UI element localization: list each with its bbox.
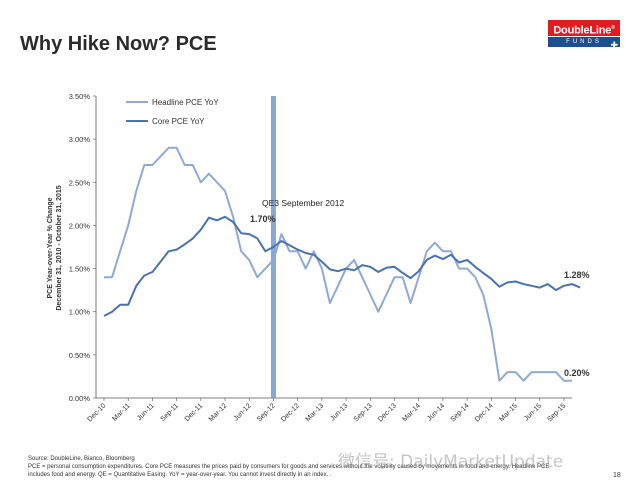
x-tick-label: Mar-13: [305, 402, 326, 423]
y-axis-label-line1: PCE Year-over-Year % Change: [47, 197, 54, 298]
x-tick-label: Jun-11: [136, 402, 156, 422]
x-tick-label: Sep-13: [353, 402, 374, 423]
legend: Headline PCE YoY Core PCE YoY: [126, 98, 219, 126]
core-end-label: 1.28%: [564, 270, 590, 280]
x-tick-label: Sep-14: [450, 402, 471, 423]
headline-pce-line: [104, 146, 572, 382]
x-tick-label: Sep-12: [256, 402, 277, 423]
x-tick-label: Sep-11: [159, 402, 180, 423]
x-tick-label: Jun-15: [523, 402, 543, 422]
footer-source: Source: DoubleLine, Bianco, Bloomberg: [28, 456, 135, 462]
x-tick-label: Jun-12: [233, 402, 253, 422]
y-tick-label: 2.50%: [69, 178, 91, 187]
logo-brand: DoubleLine®: [548, 20, 620, 37]
y-tick-label: 0.50%: [69, 351, 91, 360]
page-title: Why Hike Now? PCE: [20, 33, 217, 55]
logo-brand-text: DoubleLine: [553, 24, 612, 37]
x-tick-label: Dec-11: [184, 402, 205, 423]
y-tick-label: 0.00%: [69, 394, 91, 403]
x-tick-label: Dec-12: [280, 402, 301, 423]
qe3-value-label: 1.70%: [250, 214, 276, 224]
y-tick-label: 3.50%: [69, 92, 91, 101]
y-tick-label: 3.00%: [69, 135, 91, 144]
y-tick-label: 1.00%: [69, 308, 91, 317]
logo-subtitle: FUNDS: [548, 37, 620, 47]
watermark: 微信号: DailyMarketUpdate: [338, 452, 564, 472]
logo-registered: ®: [611, 25, 615, 31]
footer-note-1: PCE = personal consumption expenditures.…: [28, 464, 550, 470]
qe3-annotation: QE3 September 2012: [262, 198, 344, 208]
x-tick-label: Mar-14: [401, 402, 422, 423]
x-tick-label: Mar-15: [498, 402, 519, 423]
core-pce-line: [103, 215, 581, 317]
legend-label-headline: Headline PCE YoY: [152, 98, 219, 107]
x-tick-label: Jun-14: [426, 402, 446, 422]
logo-cross-icon: ✚: [610, 40, 618, 50]
x-tick-label: Jun-13: [329, 402, 349, 422]
x-tick-label: Mar-11: [111, 402, 131, 422]
y-tick-label: 1.50%: [69, 265, 91, 274]
series-layer: [103, 146, 581, 382]
x-tick-label: Sep-15: [546, 402, 567, 423]
chart-axes: 0.00% 0.50% 1.00% 1.50% 2.00% 2.50% 3.00% 3.50%…: [69, 92, 572, 423]
footer-note-2: includes food and energy. QE = Quantitat…: [28, 472, 332, 478]
y-tick-label: 2.00%: [69, 221, 91, 230]
x-tick-label: Dec-14: [474, 402, 495, 423]
headline-end-label: 0.20%: [564, 368, 590, 378]
legend-label-core: Core PCE YoY: [152, 117, 205, 126]
footer-notes: Source: DoubleLine, Bianco, Bloomberg PC…: [28, 455, 598, 479]
x-tick-label: Dec-13: [377, 402, 398, 423]
y-axis-label-line2: December 31, 2010 - October 31, 2015: [56, 185, 63, 310]
x-tick-label: Mar-12: [208, 402, 229, 423]
page-number: 18: [613, 472, 621, 479]
doubleline-logo: DoubleLine® FUNDS ✚: [548, 20, 620, 50]
x-tick-label: Dec-10: [86, 402, 107, 423]
